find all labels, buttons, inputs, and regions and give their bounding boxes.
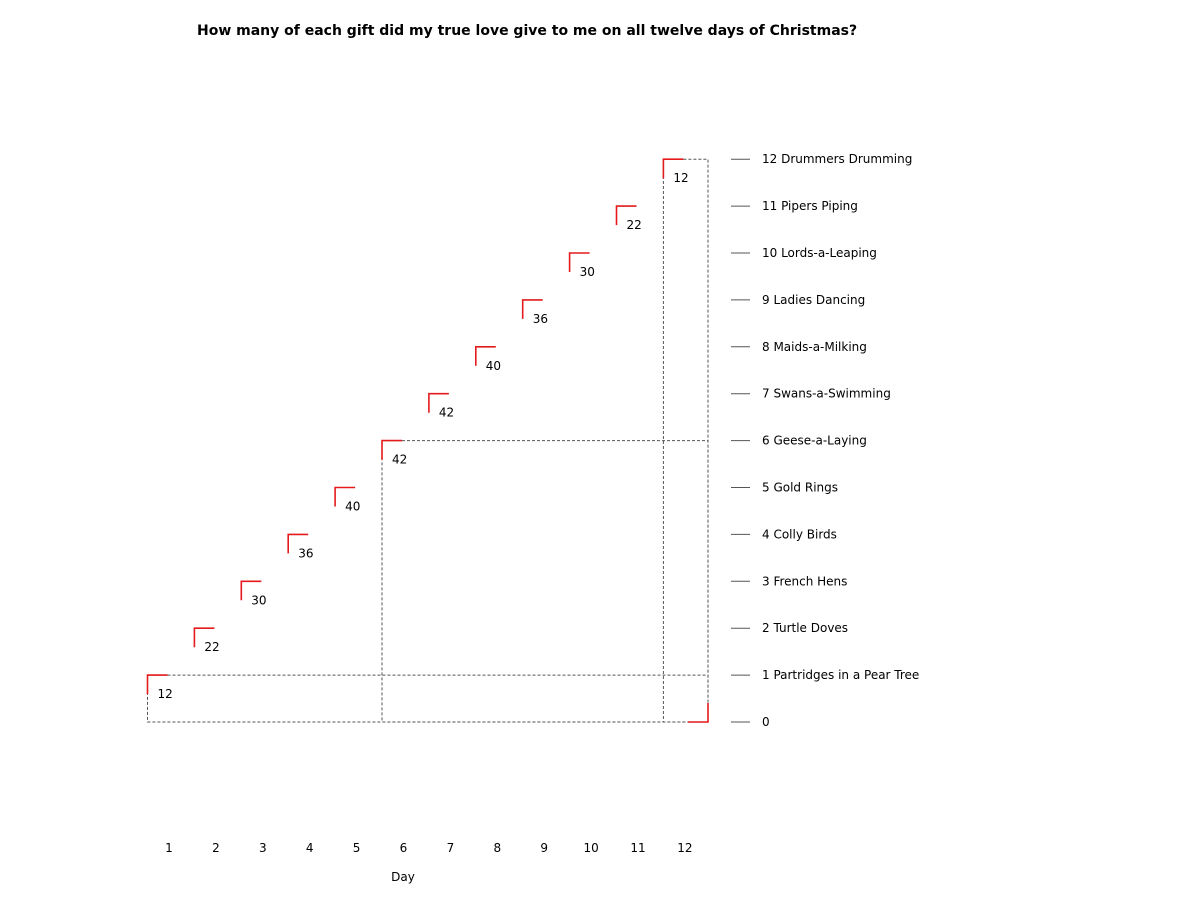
x-tick-label: 5 bbox=[353, 841, 361, 855]
x-axis: 1 2 3 4 5 6 7 8 9 10 11 12 bbox=[165, 841, 692, 855]
zero-marker bbox=[688, 703, 709, 723]
gift-markers: 12 22 30 36 40 42 42 40 36 30 22 12 bbox=[146, 158, 709, 723]
y-tick-label: 7 Swans-a-Swimming bbox=[762, 387, 891, 401]
value-label: 40 bbox=[486, 359, 501, 373]
y-tick-label: 0 bbox=[762, 715, 770, 729]
y-axis: 0 1 Partridges in a Pear Tree 2 Turtle Dov… bbox=[731, 152, 919, 729]
value-label: 12 bbox=[673, 171, 688, 185]
gift-marker bbox=[334, 486, 356, 507]
y-tick-label: 1 Partridges in a Pear Tree bbox=[762, 668, 919, 682]
y-tick-label: 9 Ladies Dancing bbox=[762, 293, 865, 307]
gift-marker bbox=[475, 346, 496, 366]
y-tick-label: 6 Geese-a-Laying bbox=[762, 434, 867, 448]
value-label: 12 bbox=[158, 687, 173, 701]
gift-marker bbox=[381, 439, 402, 460]
y-tick-label: 8 Maids-a-Milking bbox=[762, 340, 867, 354]
x-tick-label: 6 bbox=[400, 841, 408, 855]
y-tick-label: 11 Pipers Piping bbox=[762, 199, 858, 213]
y-tick-label: 5 Gold Rings bbox=[762, 481, 838, 495]
gift-marker bbox=[146, 674, 168, 695]
y-tick-label: 2 Turtle Doves bbox=[762, 621, 848, 635]
value-label: 36 bbox=[298, 546, 313, 560]
value-label: 22 bbox=[627, 218, 642, 232]
y-tick-label: 10 Lords-a-Leaping bbox=[762, 246, 877, 260]
chart-title: How many of each gift did my true love g… bbox=[197, 23, 857, 39]
highlight-boxes bbox=[147, 158, 709, 723]
gift-marker bbox=[662, 158, 684, 179]
x-tick-label: 10 bbox=[583, 841, 598, 855]
x-axis-label: Day bbox=[391, 870, 415, 884]
value-label: 42 bbox=[439, 406, 454, 420]
highlight-box-day-12 bbox=[662, 158, 709, 723]
y-tick-label: 12 Drummers Drumming bbox=[762, 152, 912, 166]
value-label: 42 bbox=[392, 453, 407, 467]
x-tick-label: 4 bbox=[306, 841, 314, 855]
gift-marker bbox=[193, 627, 215, 648]
y-tick-label: 4 Colly Birds bbox=[762, 527, 837, 541]
x-tick-label: 8 bbox=[493, 841, 501, 855]
x-tick-label: 12 bbox=[677, 841, 692, 855]
highlight-box-day-6 bbox=[381, 440, 709, 723]
value-label: 30 bbox=[251, 593, 266, 607]
value-label: 40 bbox=[345, 500, 360, 514]
value-label: 36 bbox=[533, 312, 548, 326]
highlight-box-day-1 bbox=[147, 674, 709, 723]
gift-marker bbox=[615, 205, 637, 226]
gift-marker bbox=[428, 392, 449, 413]
x-tick-label: 11 bbox=[630, 841, 645, 855]
value-label: 22 bbox=[204, 640, 219, 654]
x-tick-label: 7 bbox=[447, 841, 455, 855]
gift-marker bbox=[568, 252, 590, 272]
y-tick-label: 3 French Hens bbox=[762, 574, 847, 588]
x-tick-label: 3 bbox=[259, 841, 267, 855]
x-tick-label: 1 bbox=[165, 841, 173, 855]
value-label: 30 bbox=[580, 265, 595, 279]
gift-marker bbox=[240, 580, 262, 601]
x-tick-label: 2 bbox=[212, 841, 220, 855]
gift-marker bbox=[521, 299, 543, 319]
gift-marker bbox=[287, 533, 309, 554]
x-tick-label: 9 bbox=[540, 841, 548, 855]
